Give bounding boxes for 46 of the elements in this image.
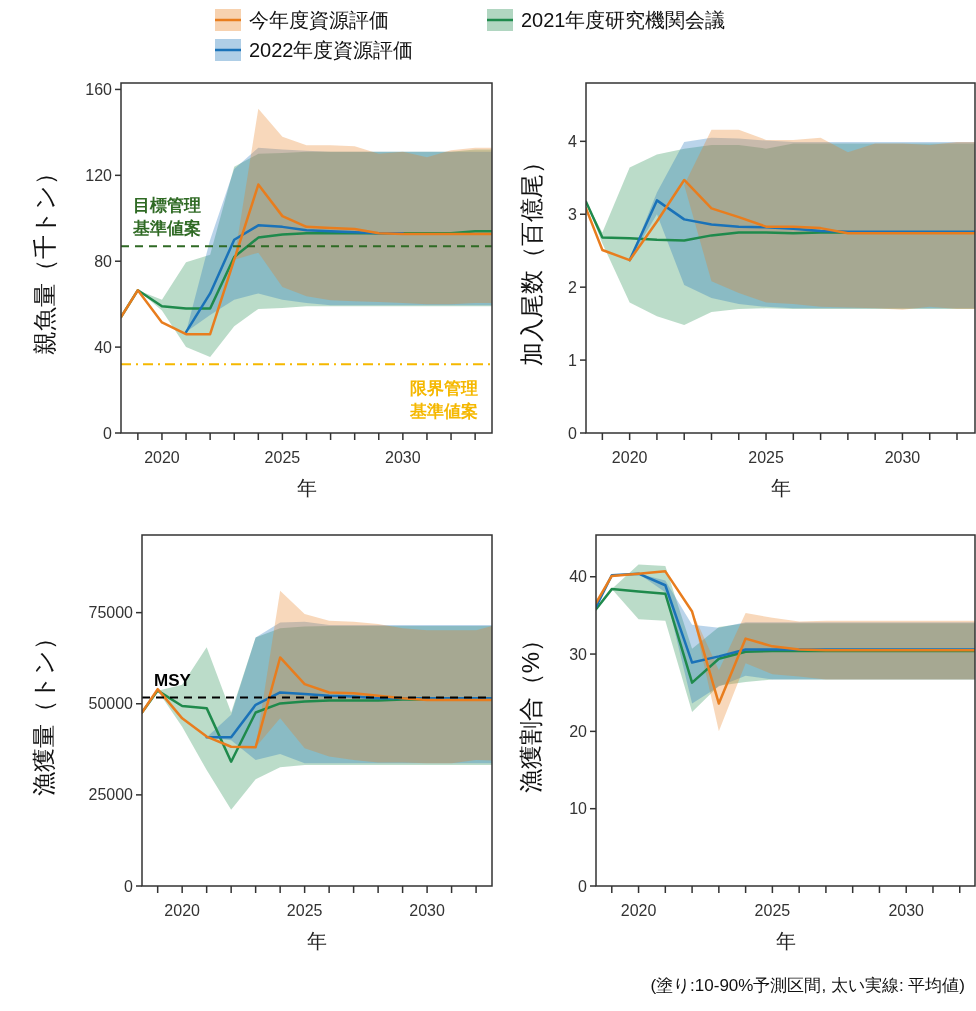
y-tick-label: 10 — [569, 800, 588, 818]
ref-line-label: 目標管理基準値案 — [132, 196, 201, 239]
y-tick-label: 50000 — [88, 695, 134, 713]
legend-label: 2021年度研究機関会議 — [521, 9, 726, 31]
y-tick-label: 0 — [103, 424, 113, 442]
y-tick-label: 4 — [568, 132, 578, 150]
ref-line-label: 限界管理基準値案 — [409, 379, 478, 422]
x-tick-label: 2030 — [385, 449, 421, 466]
y-tick-label: 160 — [85, 81, 113, 99]
legend-label: 2022年度資源評価 — [249, 39, 414, 61]
y-axis-title: 漁獲割合（%） — [517, 627, 544, 794]
y-tick-label: 80 — [94, 252, 113, 270]
y-tick-label: 1 — [568, 351, 578, 369]
x-axis-title: 年 — [307, 930, 327, 952]
y-tick-label: 120 — [85, 166, 113, 184]
y-tick-label: 75000 — [88, 604, 134, 622]
x-tick-label: 2025 — [264, 449, 301, 466]
x-tick-label: 2030 — [409, 902, 445, 919]
x-axis-title: 年 — [296, 477, 317, 499]
x-tick-label: 2020 — [620, 902, 657, 919]
y-tick-label: 25000 — [88, 786, 134, 804]
x-tick-label: 2020 — [164, 902, 201, 919]
y-tick-label: 40 — [569, 568, 588, 586]
x-tick-label: 2030 — [884, 449, 921, 466]
y-tick-label: 3 — [568, 205, 578, 223]
x-tick-label: 2025 — [286, 902, 323, 919]
x-tick-label: 2020 — [144, 449, 180, 466]
y-axis-title: 加入尾数（百億尾） — [518, 150, 545, 366]
y-axis-title: 漁獲量（トン） — [30, 625, 57, 796]
y-tick-label: 20 — [569, 722, 588, 740]
y-tick-label: 0 — [568, 424, 578, 442]
legend-label: 今年度資源評価 — [249, 9, 389, 31]
y-tick-label: 30 — [569, 645, 588, 663]
y-tick-label: 0 — [124, 877, 134, 895]
y-tick-label: 2 — [568, 278, 578, 296]
y-tick-label: 0 — [578, 877, 588, 895]
x-tick-label: 2025 — [748, 449, 784, 466]
x-tick-label: 2030 — [888, 902, 925, 919]
x-tick-label: 2025 — [754, 902, 791, 919]
text: (塗り:10-90%予測区間, 太い実線: 平均値) — [650, 976, 965, 995]
y-axis-title: 親魚量（千トン） — [31, 161, 58, 355]
x-axis-title: 年 — [775, 930, 796, 952]
ref-line-label: MSY — [154, 670, 192, 690]
x-tick-label: 2020 — [611, 449, 648, 466]
y-tick-label: 40 — [94, 338, 113, 356]
x-axis-title: 年 — [770, 477, 791, 499]
